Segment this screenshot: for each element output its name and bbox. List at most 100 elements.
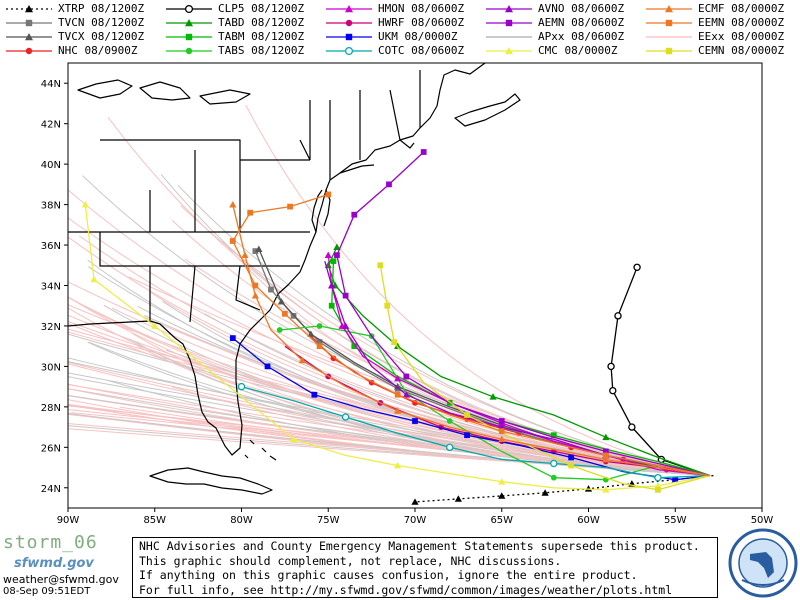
legend-swatch (326, 33, 372, 41)
track-point (607, 362, 615, 371)
track-point (81, 200, 89, 208)
track-point (325, 191, 332, 198)
track-point (391, 339, 398, 346)
track-point (602, 433, 610, 441)
track-point (341, 413, 350, 421)
track-point (255, 245, 263, 252)
track-point (151, 322, 159, 329)
track-point (330, 355, 337, 362)
legend-label: XTRP 08/1200Z (58, 2, 145, 15)
track-point (185, 33, 193, 41)
legend-label: NHC 08/0900Z (58, 44, 138, 57)
track-point (377, 262, 384, 269)
track-point (334, 252, 340, 259)
track-point (351, 343, 358, 350)
lat-tick-label: 36N (41, 241, 61, 252)
legend-label: AEMN 08/0600Z (538, 16, 625, 29)
track-point (316, 323, 323, 329)
track-point (328, 302, 335, 309)
legend-swatch (6, 19, 52, 27)
legend-label: ECMF 08/0000Z (698, 2, 785, 15)
track-point (489, 393, 497, 400)
ensemble-track (79, 235, 711, 477)
legend-swatch (486, 36, 532, 38)
lat-tick-label: 24N (41, 484, 61, 495)
track-point (568, 454, 575, 461)
disclaimer-line: For full info, see http://my.sfwmd.gov/s… (139, 582, 673, 597)
track-point (498, 428, 505, 435)
track-point (281, 310, 288, 317)
ensemble-track (68, 384, 711, 477)
legend-swatch (166, 47, 212, 55)
legend-swatch (646, 19, 692, 27)
disclaimer-line: This graphic should complement, not repl… (139, 553, 562, 568)
track-xtrp (414, 474, 714, 503)
track-point (505, 19, 513, 27)
track-point (654, 473, 662, 482)
legend-swatch (646, 47, 692, 55)
track-point (330, 258, 337, 265)
disclaimer-box: NHC Advisories and County Emergency Mana… (132, 537, 718, 598)
track-point (307, 330, 315, 337)
lon-tick-label: 75W (317, 515, 340, 526)
legend-label: TABM 08/1200Z (218, 30, 305, 43)
track-point (237, 382, 246, 391)
storm-name: storm_06 (3, 532, 98, 553)
grid-labels: 90W 85W 80W 75W 70W 65W 60W 55W 50W 24N 26N 28N 30N 3… (41, 79, 774, 526)
legend-label: CMC 08/0000Z (538, 44, 618, 57)
track-point (316, 343, 323, 350)
legend-swatch (486, 19, 532, 27)
track-point (25, 5, 33, 13)
lat-tick-label: 42N (41, 120, 61, 131)
ensemble-track (245, 104, 711, 477)
lat-tick-label: 28N (41, 403, 61, 414)
land-outlines (68, 63, 521, 495)
track-point (251, 292, 259, 299)
track-point (333, 243, 341, 250)
legend-swatch (166, 33, 212, 41)
lon-tick-label: 50W (751, 515, 774, 526)
track-point (628, 423, 636, 431)
track-point (351, 211, 358, 218)
legend-label: COTC 08/0600Z (378, 44, 465, 57)
track-point (411, 498, 419, 505)
track-point (252, 282, 259, 289)
track-point (394, 407, 402, 414)
lon-tick-label: 65W (490, 515, 513, 526)
track-point (316, 339, 323, 346)
ensemble-track (68, 363, 711, 477)
ensemble-track (68, 296, 711, 477)
track-point (229, 238, 236, 244)
track-point (384, 302, 391, 309)
legend-swatch (6, 33, 52, 41)
track-point (602, 448, 609, 455)
ensemble-track (68, 322, 711, 477)
track-point (247, 209, 254, 216)
track-point (602, 486, 610, 493)
track-point (420, 149, 427, 155)
track-point (498, 478, 506, 485)
legend-swatch (646, 36, 692, 38)
track-point (276, 327, 283, 333)
track-point (264, 363, 271, 370)
legend-label: TVCN 08/1200Z (58, 16, 145, 29)
track-point (277, 298, 286, 305)
track-point (342, 322, 350, 329)
track-point (550, 474, 557, 481)
track-point (229, 335, 236, 341)
track-eemn (232, 193, 711, 477)
track-point (394, 391, 401, 398)
track-point (185, 19, 193, 27)
lat-tick-label: 38N (41, 201, 61, 212)
track-point (446, 418, 453, 424)
legend-label: EEMN 08/0000Z (698, 16, 785, 29)
lat-tick-label: 44N (41, 79, 61, 90)
track-point (568, 462, 575, 469)
track-point (454, 495, 462, 502)
track-point (498, 435, 506, 443)
sfwmd-seal-logo (728, 528, 798, 598)
track-point (345, 33, 353, 41)
track-point (25, 33, 33, 41)
disclaimer-line: If anything on this graphic causes confu… (139, 568, 638, 582)
track-point (342, 292, 349, 299)
